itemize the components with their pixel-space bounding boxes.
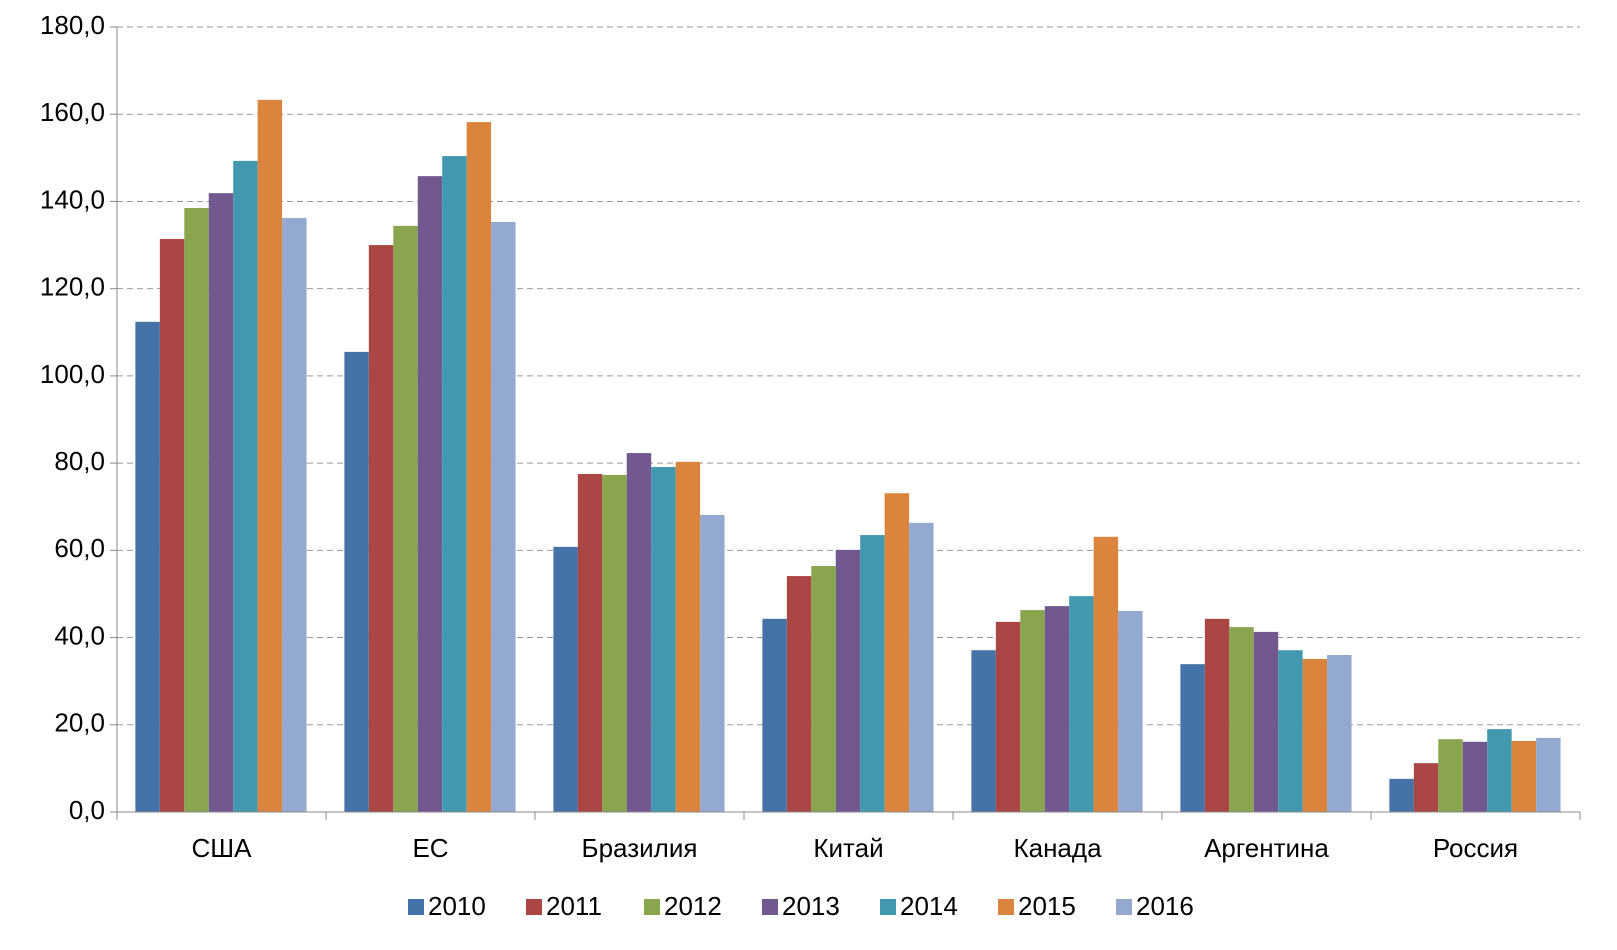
y-tick-label: 160,0 [40,97,105,127]
bar [909,522,934,812]
y-tick-label: 0,0 [69,795,105,825]
y-tick-label: 100,0 [40,359,105,389]
y-tick-label: 40,0 [54,620,105,650]
bar [1278,650,1303,812]
bar [1536,737,1561,812]
bar [208,193,234,813]
bar [1438,739,1463,812]
legend-label: 2013 [782,891,840,921]
y-tick-label: 20,0 [54,708,105,738]
bar [393,225,418,812]
x-tick-label: Бразилия [582,833,698,863]
bar [1302,658,1328,812]
x-tick-label: Китай [813,833,883,863]
y-tick-label: 140,0 [40,184,105,214]
bar [995,621,1021,812]
bar [971,650,996,812]
bar [257,99,283,812]
bar [368,245,394,813]
bar [1327,655,1352,812]
bar [491,221,516,813]
bar [1044,606,1070,812]
legend-label: 2010 [428,891,486,921]
x-tick-label: Канада [1013,833,1102,863]
legend-swatch [1116,899,1132,915]
bar [1118,610,1143,812]
bar [442,156,467,813]
bar [1180,664,1205,812]
bar [1462,741,1488,812]
bar [553,546,578,812]
legend-swatch [408,899,424,915]
bar [1389,778,1414,812]
bar [602,474,627,812]
bar [1253,631,1279,812]
bar [1413,763,1439,812]
legend-label: 2015 [1018,891,1076,921]
y-tick-label: 180,0 [40,10,105,40]
y-tick-label: 80,0 [54,446,105,476]
bar [835,549,861,812]
bar [811,566,836,812]
bar [1069,596,1094,812]
legend-swatch [644,899,660,915]
bar [651,467,676,812]
y-tick-label: 120,0 [40,272,105,302]
bar [1093,536,1119,812]
bar [577,474,603,812]
bar [466,122,492,813]
x-tick-label: Россия [1433,833,1518,863]
bar [700,515,725,812]
legend-swatch [762,899,778,915]
legend-label: 2014 [900,891,958,921]
legend-swatch [880,899,896,915]
bar [860,535,885,812]
x-tick-label: Аргентина [1204,833,1329,863]
bar [344,351,369,812]
bar [1229,627,1254,812]
legend-label: 2011 [546,891,602,921]
bar [786,576,812,812]
legend-swatch [526,899,542,915]
bar [417,176,443,812]
x-tick-label: США [192,833,253,863]
bar [159,238,185,812]
legend-label: 2012 [664,891,722,921]
bar [135,321,160,812]
bar [884,493,910,812]
legend-label: 2016 [1136,891,1194,921]
bar [233,160,258,812]
y-tick-label: 60,0 [54,533,105,563]
bar [1487,729,1512,812]
bar [184,207,209,813]
bar [1020,610,1045,812]
bar [1204,618,1230,812]
bar [282,218,307,812]
bar [1511,740,1537,812]
x-tick-label: ЕС [412,833,448,863]
bar [626,453,652,812]
legend-swatch [998,899,1014,915]
bar [675,461,701,812]
bar [762,618,787,812]
